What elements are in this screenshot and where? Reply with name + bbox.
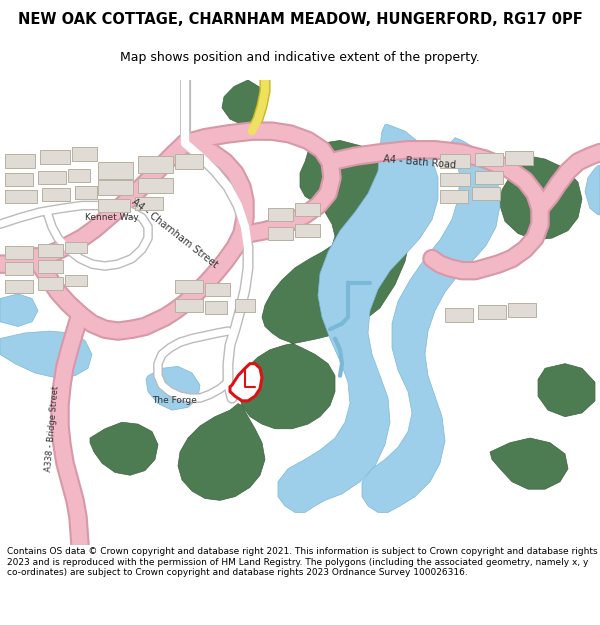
Polygon shape bbox=[295, 224, 320, 237]
Polygon shape bbox=[500, 154, 582, 240]
Polygon shape bbox=[5, 262, 33, 275]
Polygon shape bbox=[472, 187, 500, 200]
Polygon shape bbox=[508, 303, 536, 317]
Polygon shape bbox=[40, 150, 70, 164]
Text: Contains OS data © Crown copyright and database right 2021. This information is : Contains OS data © Crown copyright and d… bbox=[7, 548, 598, 578]
Polygon shape bbox=[5, 280, 33, 293]
Polygon shape bbox=[268, 227, 293, 240]
Text: Map shows position and indicative extent of the property.: Map shows position and indicative extent… bbox=[120, 51, 480, 64]
Polygon shape bbox=[538, 364, 595, 417]
Polygon shape bbox=[475, 152, 503, 166]
Polygon shape bbox=[5, 154, 35, 168]
Polygon shape bbox=[222, 80, 268, 124]
Polygon shape bbox=[505, 151, 533, 164]
Polygon shape bbox=[230, 364, 262, 401]
Polygon shape bbox=[38, 244, 63, 257]
Text: A4 - Charnham Street: A4 - Charnham Street bbox=[130, 197, 220, 270]
Text: A338 - Bridge Street: A338 - Bridge Street bbox=[44, 386, 60, 472]
Polygon shape bbox=[175, 299, 203, 312]
Polygon shape bbox=[98, 199, 130, 212]
Polygon shape bbox=[68, 169, 90, 182]
Polygon shape bbox=[175, 280, 203, 293]
Polygon shape bbox=[490, 438, 568, 489]
Polygon shape bbox=[90, 422, 158, 475]
Polygon shape bbox=[138, 156, 173, 173]
Polygon shape bbox=[65, 275, 87, 286]
Polygon shape bbox=[440, 173, 470, 186]
Polygon shape bbox=[440, 154, 470, 168]
Polygon shape bbox=[0, 294, 38, 326]
Polygon shape bbox=[445, 308, 473, 322]
Polygon shape bbox=[295, 202, 320, 216]
Polygon shape bbox=[98, 181, 133, 196]
Polygon shape bbox=[478, 305, 506, 319]
Polygon shape bbox=[205, 301, 227, 314]
Polygon shape bbox=[475, 171, 503, 184]
Polygon shape bbox=[135, 197, 163, 210]
Polygon shape bbox=[178, 404, 265, 501]
Polygon shape bbox=[175, 154, 203, 169]
Polygon shape bbox=[268, 208, 293, 221]
Polygon shape bbox=[138, 177, 173, 192]
Polygon shape bbox=[0, 331, 92, 378]
Polygon shape bbox=[235, 299, 255, 312]
Polygon shape bbox=[238, 141, 412, 429]
Text: Kennet Way: Kennet Way bbox=[85, 213, 139, 222]
Polygon shape bbox=[440, 190, 468, 202]
Polygon shape bbox=[98, 162, 133, 179]
Polygon shape bbox=[5, 173, 33, 186]
Polygon shape bbox=[205, 282, 230, 296]
Polygon shape bbox=[72, 147, 97, 161]
Polygon shape bbox=[278, 124, 438, 512]
Polygon shape bbox=[38, 171, 66, 184]
Polygon shape bbox=[362, 138, 500, 512]
Polygon shape bbox=[42, 188, 70, 201]
Polygon shape bbox=[585, 166, 600, 215]
Polygon shape bbox=[5, 246, 33, 259]
Text: The Forge: The Forge bbox=[152, 396, 197, 406]
Polygon shape bbox=[38, 277, 63, 290]
Polygon shape bbox=[75, 186, 97, 199]
Polygon shape bbox=[146, 366, 200, 410]
Polygon shape bbox=[5, 190, 37, 202]
Text: A4 - Bath Road: A4 - Bath Road bbox=[383, 154, 457, 170]
Polygon shape bbox=[38, 261, 63, 274]
Polygon shape bbox=[65, 242, 87, 253]
Text: NEW OAK COTTAGE, CHARNHAM MEADOW, HUNGERFORD, RG17 0PF: NEW OAK COTTAGE, CHARNHAM MEADOW, HUNGER… bbox=[17, 12, 583, 28]
